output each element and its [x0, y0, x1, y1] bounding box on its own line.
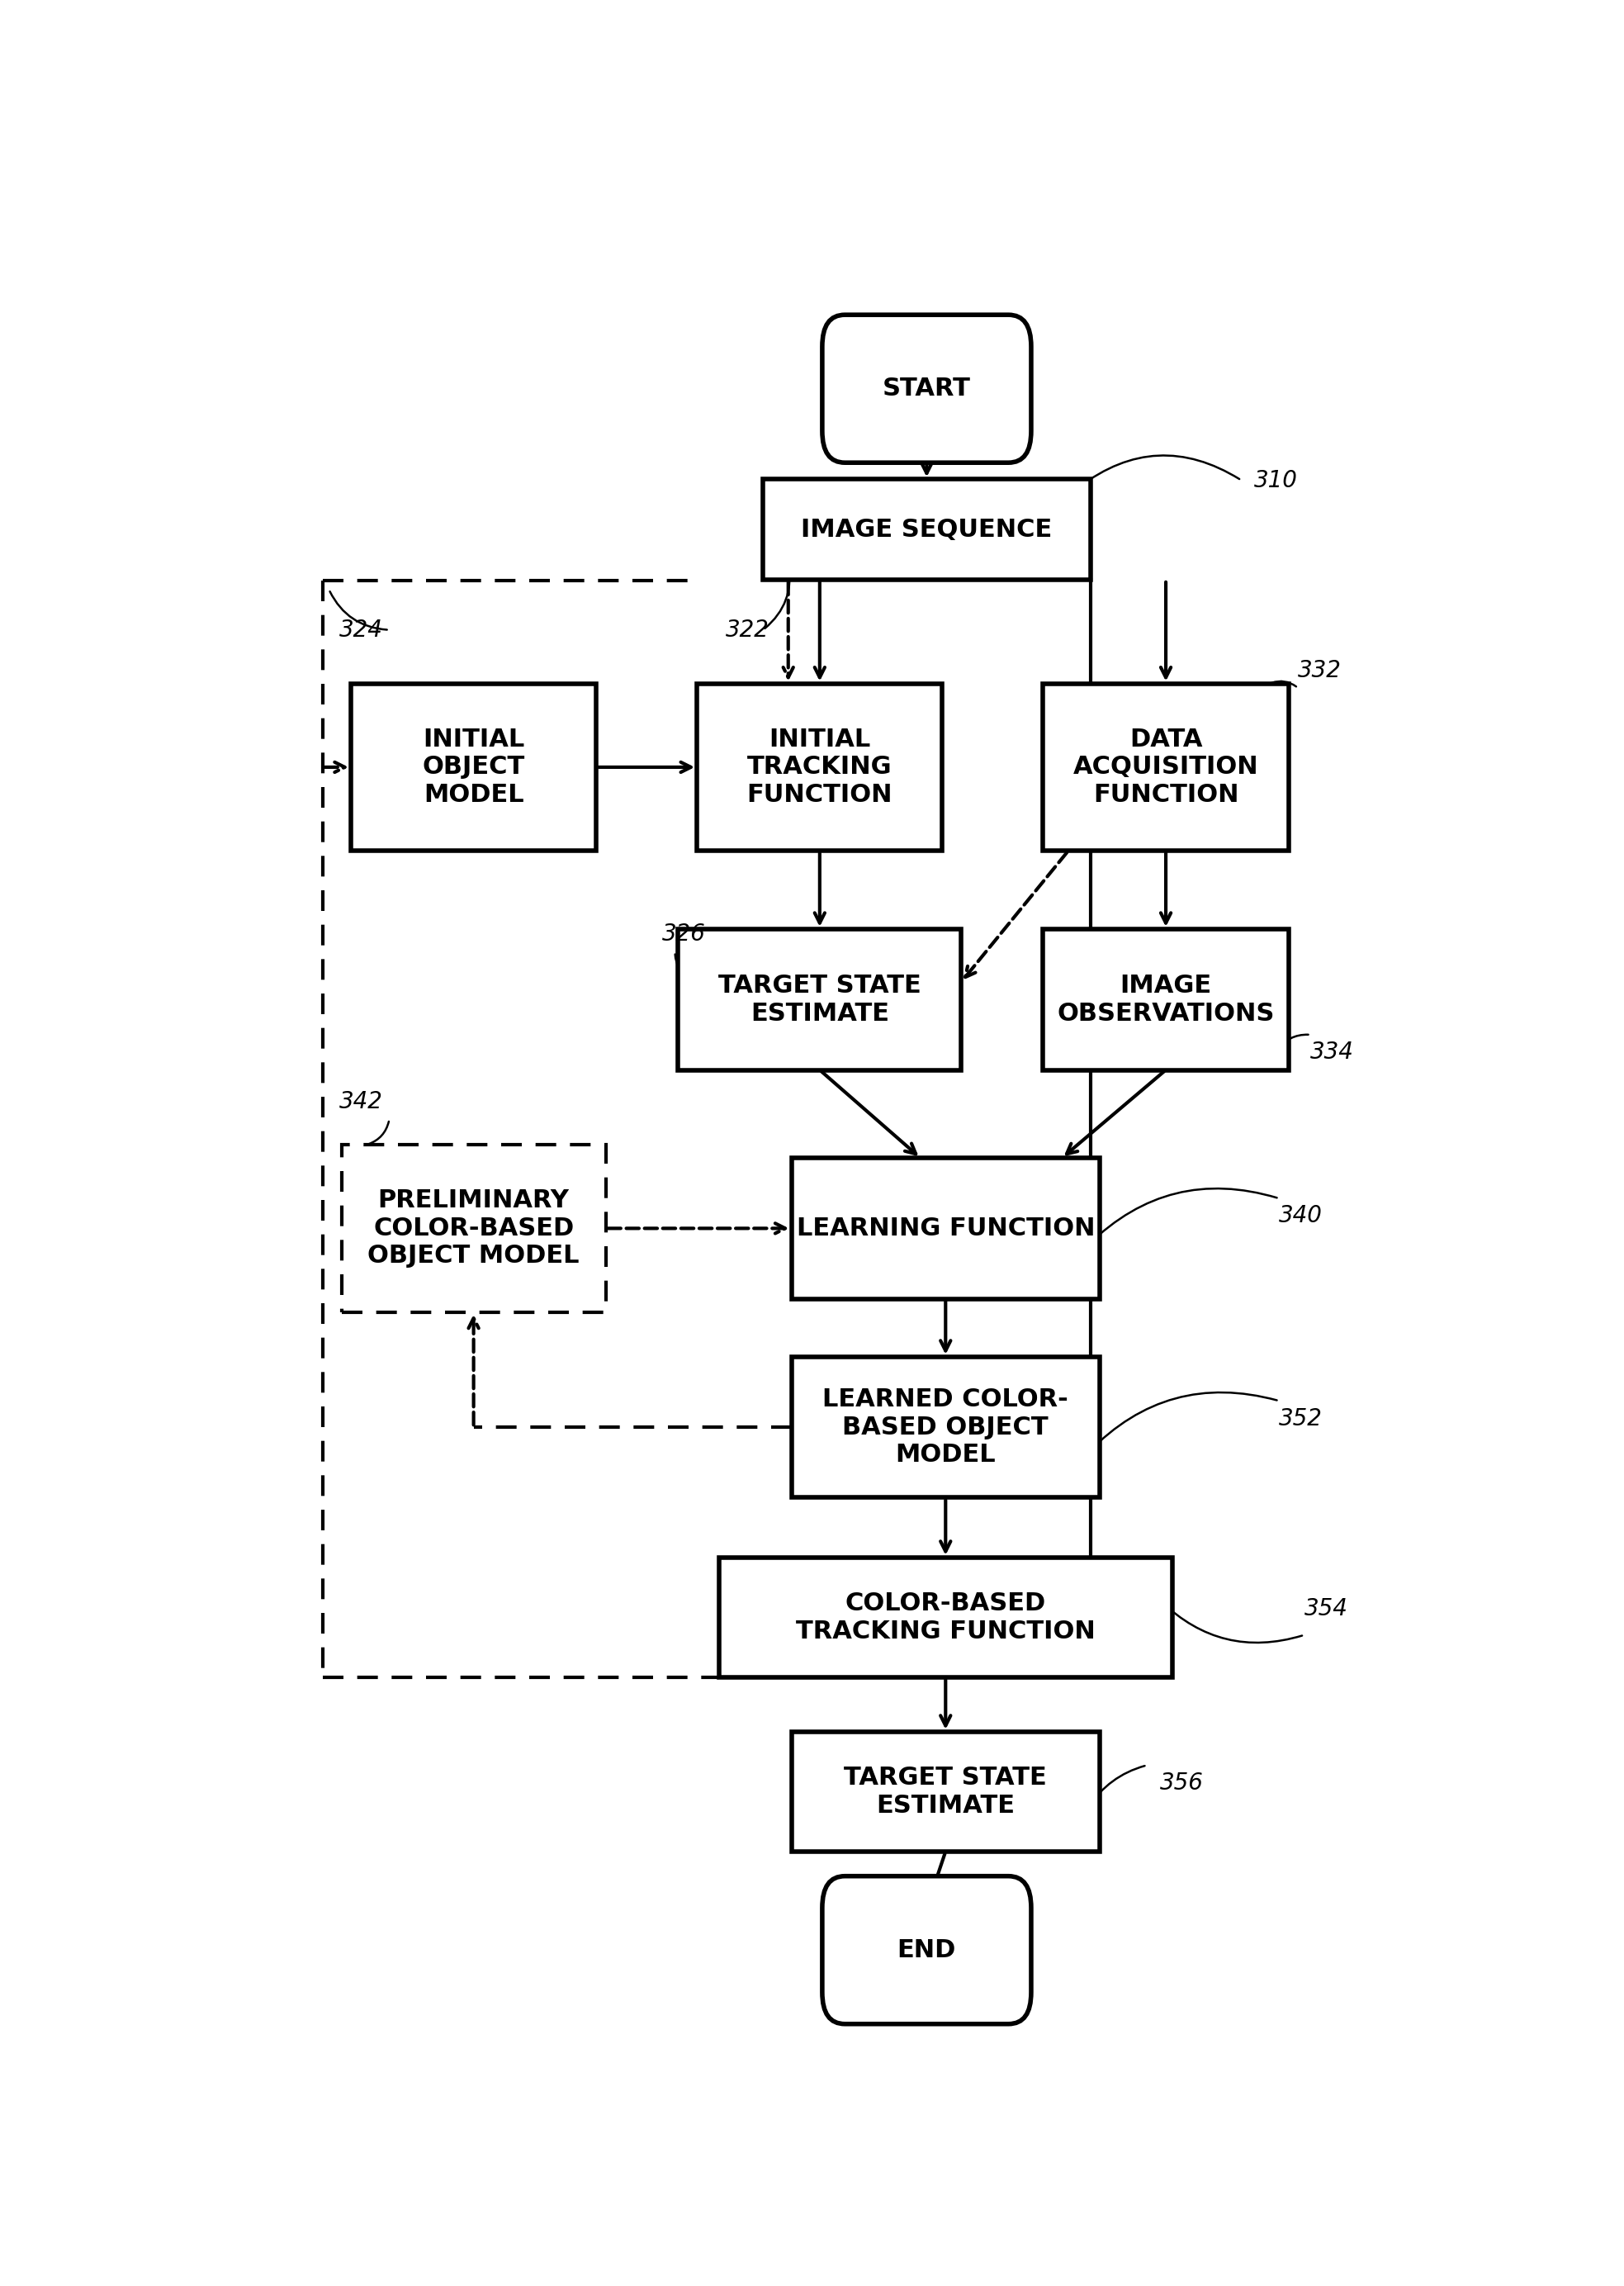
Text: IMAGE SEQUENCE: IMAGE SEQUENCE [801, 517, 1052, 542]
Bar [679, 928, 961, 1070]
Bar [791, 1733, 1099, 1852]
Text: 340: 340 [1280, 1205, 1324, 1228]
Bar [697, 684, 942, 850]
Text: LEARNED COLOR-
BASED OBJECT
MODEL: LEARNED COLOR- BASED OBJECT MODEL [823, 1388, 1069, 1468]
Text: 352: 352 [1280, 1406, 1324, 1431]
Text: 310: 310 [1254, 469, 1298, 491]
Text: COLOR-BASED
TRACKING FUNCTION: COLOR-BASED TRACKING FUNCTION [796, 1591, 1095, 1644]
Text: 342: 342 [339, 1090, 383, 1113]
Text: 326: 326 [663, 924, 706, 946]
FancyBboxPatch shape [822, 315, 1031, 462]
Text: 356: 356 [1160, 1772, 1203, 1795]
Text: START: START [882, 377, 971, 400]
Text: 332: 332 [1298, 658, 1341, 681]
Text: TARGET STATE
ESTIMATE: TARGET STATE ESTIMATE [718, 974, 921, 1026]
Bar [791, 1358, 1099, 1497]
Text: IMAGE
OBSERVATIONS: IMAGE OBSERVATIONS [1057, 974, 1275, 1026]
Text: 324: 324 [339, 617, 383, 642]
Text: DATA
ACQUISITION
FUNCTION: DATA ACQUISITION FUNCTION [1073, 727, 1259, 807]
Bar [1043, 928, 1288, 1070]
Text: INITIAL
TRACKING
FUNCTION: INITIAL TRACKING FUNCTION [747, 727, 893, 807]
Text: 354: 354 [1304, 1598, 1348, 1621]
Text: 322: 322 [726, 617, 770, 642]
Text: LEARNING FUNCTION: LEARNING FUNCTION [796, 1216, 1095, 1241]
Bar [1043, 684, 1288, 850]
Text: 334: 334 [1311, 1040, 1354, 1063]
Bar [351, 684, 596, 850]
Text: TARGET STATE
ESTIMATE: TARGET STATE ESTIMATE [844, 1765, 1047, 1817]
Bar [763, 480, 1090, 581]
Text: PRELIMINARY
COLOR-BASED
OBJECT MODEL: PRELIMINARY COLOR-BASED OBJECT MODEL [367, 1189, 580, 1269]
Bar [341, 1145, 606, 1312]
Bar [791, 1159, 1099, 1298]
Text: END: END [896, 1939, 957, 1961]
FancyBboxPatch shape [822, 1877, 1031, 2023]
Bar [719, 1557, 1173, 1678]
Text: INITIAL
OBJECT
MODEL: INITIAL OBJECT MODEL [422, 727, 525, 807]
